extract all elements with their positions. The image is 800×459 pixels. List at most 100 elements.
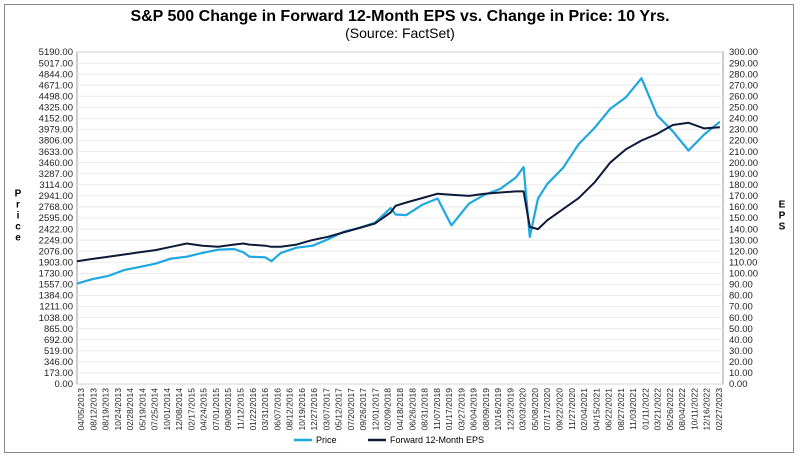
y-tick-right: 100.00	[729, 269, 758, 280]
y-tick-left: 2768.00	[39, 202, 73, 213]
y-tick-left: 2076.00	[39, 246, 73, 257]
y-tick-right: 80.00	[729, 291, 753, 302]
x-tick-label: 03/07/2017	[321, 388, 331, 431]
x-tick-label: 11/07/2018	[432, 388, 442, 430]
x-tick-label: 01/17/2019	[444, 388, 454, 431]
y-tick-right: 150.00	[729, 213, 758, 224]
x-tick-label: 07/25/2014	[150, 388, 160, 431]
legend-eps-label: Forward 12-Month EPS	[390, 435, 484, 445]
y-tick-right: 30.00	[729, 346, 753, 357]
y-tick-right: 90.00	[729, 280, 753, 291]
x-tick-label: 01/22/2016	[248, 388, 258, 431]
x-tick-label: 07/20/2017	[346, 388, 356, 431]
y-tick-left: 3806.00	[39, 136, 73, 147]
y-tick-right: 200.00	[729, 158, 758, 169]
y-axis-title-left: Price	[15, 189, 22, 244]
x-tick-label: 09/22/2020	[555, 388, 565, 431]
x-tick-label: 05/26/2022	[665, 388, 675, 431]
x-tick-label: 06/07/2016	[272, 388, 282, 431]
y-tick-right: 50.00	[729, 324, 753, 335]
x-tick-label: 02/17/2015	[186, 388, 196, 431]
y-tick-left: 1038.00	[39, 313, 73, 324]
x-tick-label: 11/12/2015	[236, 388, 246, 430]
x-tick-label: 04/15/2021	[591, 388, 601, 431]
y-tick-right: 220.00	[729, 136, 758, 147]
y-tick-right: 210.00	[729, 147, 758, 158]
x-tick-label: 04/24/2015	[199, 388, 209, 431]
y-tick-right: 250.00	[729, 103, 758, 114]
eps-series-line	[76, 121, 720, 263]
y-tick-right: 230.00	[729, 125, 758, 136]
x-tick-label: 08/12/2013	[88, 388, 98, 431]
y-tick-left: 865.00	[44, 324, 73, 335]
y-tick-left: 4325.00	[39, 103, 73, 114]
chart-title: S&P 500 Change in Forward 12-Month EPS v…	[130, 8, 670, 25]
y-tick-right: 40.00	[729, 335, 753, 346]
y-tick-left: 1384.00	[39, 291, 73, 302]
x-tick-label: 11/27/2020	[567, 388, 577, 430]
y-tick-right: 240.00	[729, 114, 758, 125]
axis-title-letter: P	[15, 189, 22, 200]
y-tick-left: 5017.00	[39, 58, 73, 69]
y-tick-left: 5190.00	[39, 47, 73, 58]
chart-frame	[4, 4, 794, 453]
x-tick-label: 04/05/2013	[76, 388, 86, 431]
x-tick-label: 08/31/2018	[420, 388, 430, 431]
y-tick-left: 692.00	[44, 335, 73, 346]
axis-title-letter: c	[15, 222, 21, 233]
x-tick-label: 12/23/2019	[505, 388, 515, 431]
y-tick-left: 3633.00	[39, 147, 73, 158]
x-tick-label: 05/19/2014	[137, 388, 147, 431]
axis-title-letter: P	[779, 211, 786, 222]
x-tick-label: 03/31/2016	[260, 388, 270, 431]
legend-price-label: Price	[316, 435, 337, 445]
x-tick-label: 12/27/2016	[309, 388, 319, 431]
x-tick-label: 06/26/2018	[407, 388, 417, 431]
y-tick-left: 4671.00	[39, 80, 73, 91]
chart-subtitle: (Source: FactSet)	[345, 25, 455, 41]
x-tick-label: 07/17/2020	[542, 388, 552, 431]
x-tick-label: 04/18/2018	[395, 388, 405, 431]
x-tick-label: 10/19/2016	[297, 388, 307, 431]
x-tick-label: 10/24/2013	[113, 388, 123, 431]
x-tick-label: 12/01/2017	[370, 388, 380, 431]
x-tick-label: 05/12/2017	[334, 388, 344, 431]
y-tick-right: 60.00	[729, 313, 753, 324]
y-tick-left: 3287.00	[39, 169, 73, 180]
y-tick-left: 1730.00	[39, 269, 73, 280]
x-tick-label: 06/04/2019	[469, 388, 479, 431]
y-tick-right: 0.00	[729, 379, 748, 390]
x-tick-label: 03/21/2022	[653, 388, 663, 431]
y-tick-right: 260.00	[729, 91, 758, 102]
y-tick-left: 1211.00	[39, 302, 73, 313]
y-tick-left: 2941.00	[39, 191, 73, 202]
y-tick-right: 180.00	[729, 180, 758, 191]
y-tick-right: 10.00	[729, 368, 753, 379]
y-tick-left: 2422.00	[39, 224, 73, 235]
x-tick-label: 01/11/2022	[640, 388, 650, 430]
y-tick-left: 173.00	[44, 368, 73, 379]
x-tick-label: 10/16/2019	[493, 388, 503, 431]
y-tick-left: 0.00	[55, 379, 74, 390]
y-tick-left: 4498.00	[39, 91, 73, 102]
y-tick-right: 20.00	[729, 357, 753, 368]
x-tick-label: 08/09/2019	[481, 388, 491, 431]
y-tick-right: 270.00	[729, 80, 758, 91]
axis-title-letter: S	[779, 222, 786, 233]
y-tick-left: 3114.00	[39, 180, 73, 191]
y-tick-right: 300.00	[729, 47, 758, 58]
y-tick-left: 2249.00	[39, 235, 73, 246]
x-tick-label: 10/11/2022	[689, 388, 699, 430]
y-tick-left: 3979.00	[39, 125, 73, 136]
x-tick-label: 08/19/2013	[101, 388, 111, 431]
x-tick-label: 11/03/2021	[628, 388, 638, 430]
price-series-line	[76, 77, 721, 285]
x-tick-label: 08/27/2021	[616, 388, 626, 431]
x-tick-label: 02/09/2018	[383, 388, 393, 431]
y-tick-right: 280.00	[729, 69, 758, 80]
y-tick-right: 190.00	[729, 169, 758, 180]
x-tick-label: 02/04/2021	[579, 388, 589, 431]
y-tick-right: 110.00	[729, 257, 757, 268]
x-tick-label: 09/08/2015	[223, 388, 233, 431]
